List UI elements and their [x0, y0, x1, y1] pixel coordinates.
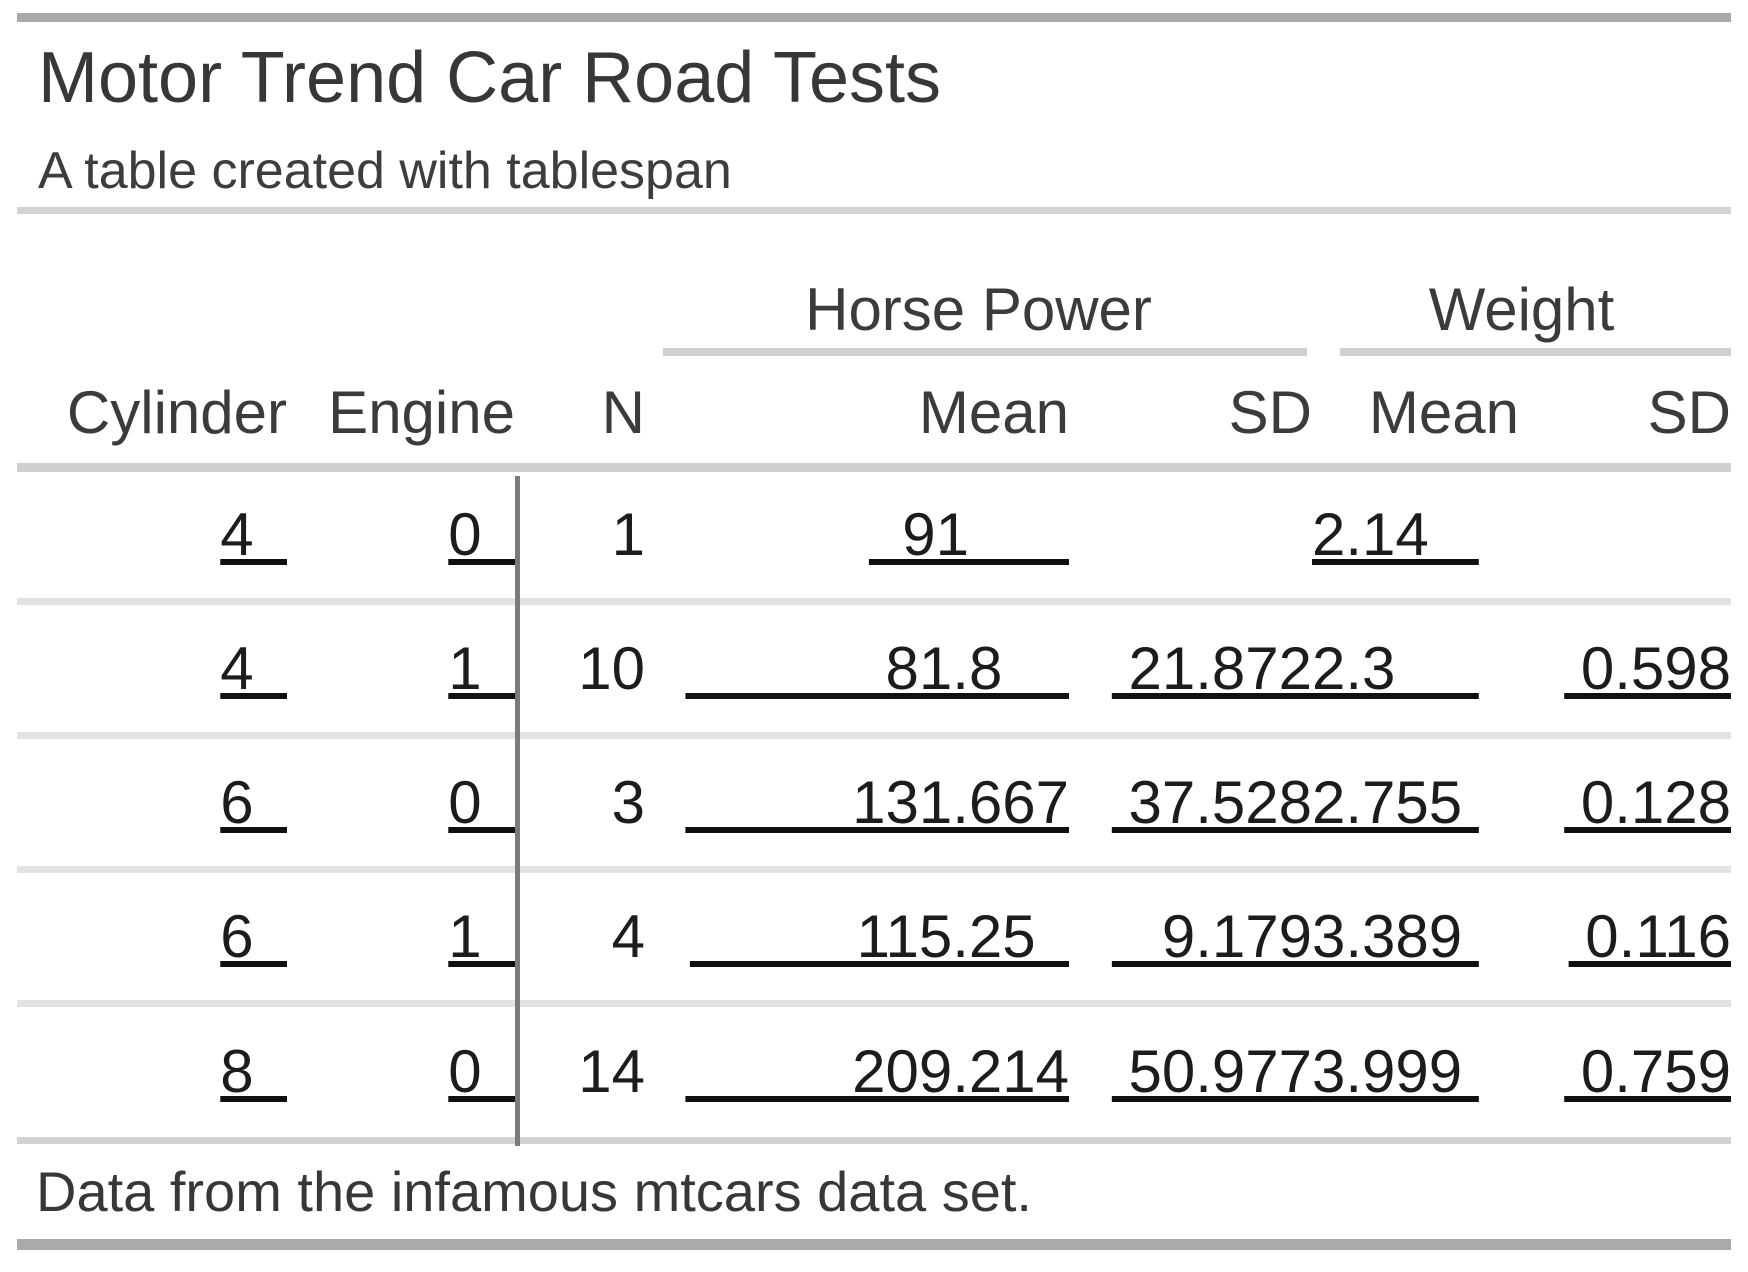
cell-hp-mean: 115.25 — [645, 869, 1069, 1007]
cell-value: 0 — [448, 1038, 515, 1106]
cell-value: 81.8 — [685, 634, 1069, 702]
cell-value: 1 — [448, 634, 515, 702]
column-label-hp-sd: SD — [1069, 356, 1313, 472]
cell-cylinder: 4 — [17, 467, 287, 605]
cell-value: 4 — [220, 501, 287, 568]
cell-value: 91 — [868, 501, 1069, 568]
cell-engine: 0 — [287, 1003, 515, 1137]
column-label-engine: Engine — [287, 356, 515, 472]
column-label-n: N — [515, 356, 645, 472]
cell-wt-mean: 3.389 — [1312, 869, 1520, 1007]
cell-cylinder: 6 — [17, 869, 287, 1007]
cell-wt-mean: 2.14 — [1312, 467, 1520, 605]
cell-value: 8 — [220, 1038, 287, 1106]
cell-engine: 0 — [287, 735, 515, 873]
cell-wt-sd: 0.116 — [1519, 869, 1732, 1007]
cell-value: 131.667 — [685, 768, 1069, 836]
cell-wt-sd: 0.598 — [1519, 601, 1732, 739]
cell-hp-mean: 81.8 — [645, 601, 1069, 739]
cell-value: 6 — [220, 902, 287, 970]
cell-n: 1 — [515, 467, 645, 605]
spanner-horse-power: Horse Power — [645, 214, 1312, 356]
cell-value: 3.999 — [1312, 1038, 1479, 1106]
cell-wt-sd — [1519, 467, 1732, 605]
cell-hp-mean: 209.214 — [645, 1003, 1069, 1137]
cell-value: 2.14 — [1312, 501, 1479, 568]
data-table: Horse Power Weight Cylinder Engine N — [17, 214, 1732, 1137]
cell-value: 2.755 — [1312, 768, 1479, 836]
cell-value: 209.214 — [685, 1038, 1069, 1106]
cell-value: 50.977 — [1111, 1038, 1313, 1106]
cell-value: 4 — [220, 634, 287, 702]
cell-hp-sd: 21.872 — [1069, 601, 1313, 739]
spanner-weight: Weight — [1312, 214, 1732, 356]
cell-hp-mean: 131.667 — [645, 735, 1069, 873]
spanner-weight-label: Weight — [1428, 276, 1615, 343]
cell-n: 10 — [515, 601, 645, 739]
cell-value: 21.872 — [1111, 634, 1313, 702]
cell-n: 3 — [515, 735, 645, 873]
column-label-wt-sd: SD — [1519, 356, 1732, 472]
table-heading: Motor Trend Car Road Tests A table creat… — [17, 22, 1731, 214]
table-subtitle: A table created with tablespan — [38, 142, 732, 200]
table-row: 4 1 10 81.8 21.872 2.3 0.598 — [17, 601, 1732, 739]
cell-hp-mean: 91 — [645, 467, 1069, 605]
cell-n: 4 — [515, 869, 645, 1007]
column-label-hp-mean: Mean — [645, 356, 1069, 472]
cell-wt-mean: 2.755 — [1312, 735, 1520, 873]
cell-value: 1 — [448, 902, 515, 970]
cell-value: 0.128 — [1564, 768, 1732, 836]
cell-value: 115.25 — [689, 902, 1069, 970]
cell-value: 37.528 — [1111, 768, 1313, 836]
spanner-row: Horse Power Weight — [17, 214, 1732, 356]
cell-hp-sd: 37.528 — [1069, 735, 1313, 873]
cell-wt-sd: 0.759 — [1519, 1003, 1731, 1137]
stub-divider-line — [515, 476, 520, 1146]
cell-hp-sd — [1069, 467, 1313, 605]
cell-value: 6 — [220, 768, 287, 836]
cell-value: 0.759 — [1564, 1038, 1732, 1106]
table-motor-trend: Motor Trend Car Road Tests A table creat… — [17, 13, 1732, 1250]
spanner-horse-power-label: Horse Power — [805, 276, 1152, 343]
cell-value: 0.598 — [1564, 634, 1732, 702]
cell-value: 3.389 — [1312, 902, 1479, 970]
cell-value: 0.116 — [1568, 902, 1732, 970]
cell-engine: 0 — [287, 467, 515, 605]
cell-value: 2.3 — [1312, 634, 1479, 702]
source-note: Data from the infamous mtcars data set. — [17, 1137, 1731, 1239]
column-label-row: Cylinder Engine N Mean SD Mean SD — [17, 356, 1732, 472]
spanner-empty-cell — [17, 214, 645, 356]
cell-engine: 1 — [287, 601, 515, 739]
cell-engine: 1 — [287, 869, 515, 1007]
column-label-wt-mean: Mean — [1312, 356, 1520, 472]
spanner-weight-underline — [1340, 348, 1732, 356]
cell-hp-sd: 50.977 — [1069, 1003, 1312, 1137]
table-row: 6 1 4 115.25 9.179 3.389 0.116 — [17, 869, 1732, 1007]
cell-cylinder: 4 — [17, 601, 287, 739]
spanner-horse-power-underline — [663, 348, 1308, 356]
cell-cylinder: 6 — [17, 735, 287, 873]
table-title: Motor Trend Car Road Tests — [38, 38, 942, 118]
cell-value: 0 — [448, 768, 515, 836]
table-row: 4 0 1 91 2.14 — [17, 467, 1732, 605]
cell-wt-mean: 3.999 — [1312, 1003, 1519, 1137]
table-row: 8 0 14 209.214 50.977 3.999 0.759 — [17, 1003, 1731, 1137]
cell-value: 0 — [448, 501, 515, 568]
column-label-cylinder: Cylinder — [17, 356, 287, 472]
cell-wt-mean: 2.3 — [1312, 601, 1520, 739]
cell-hp-sd: 9.179 — [1069, 869, 1313, 1007]
cell-cylinder: 8 — [17, 1003, 287, 1137]
cell-wt-sd: 0.128 — [1519, 735, 1732, 873]
cell-n: 14 — [578, 1038, 645, 1106]
table-row: 6 0 3 131.667 37.528 2.755 0.128 — [17, 735, 1732, 873]
cell-value: 9.179 — [1111, 902, 1313, 970]
